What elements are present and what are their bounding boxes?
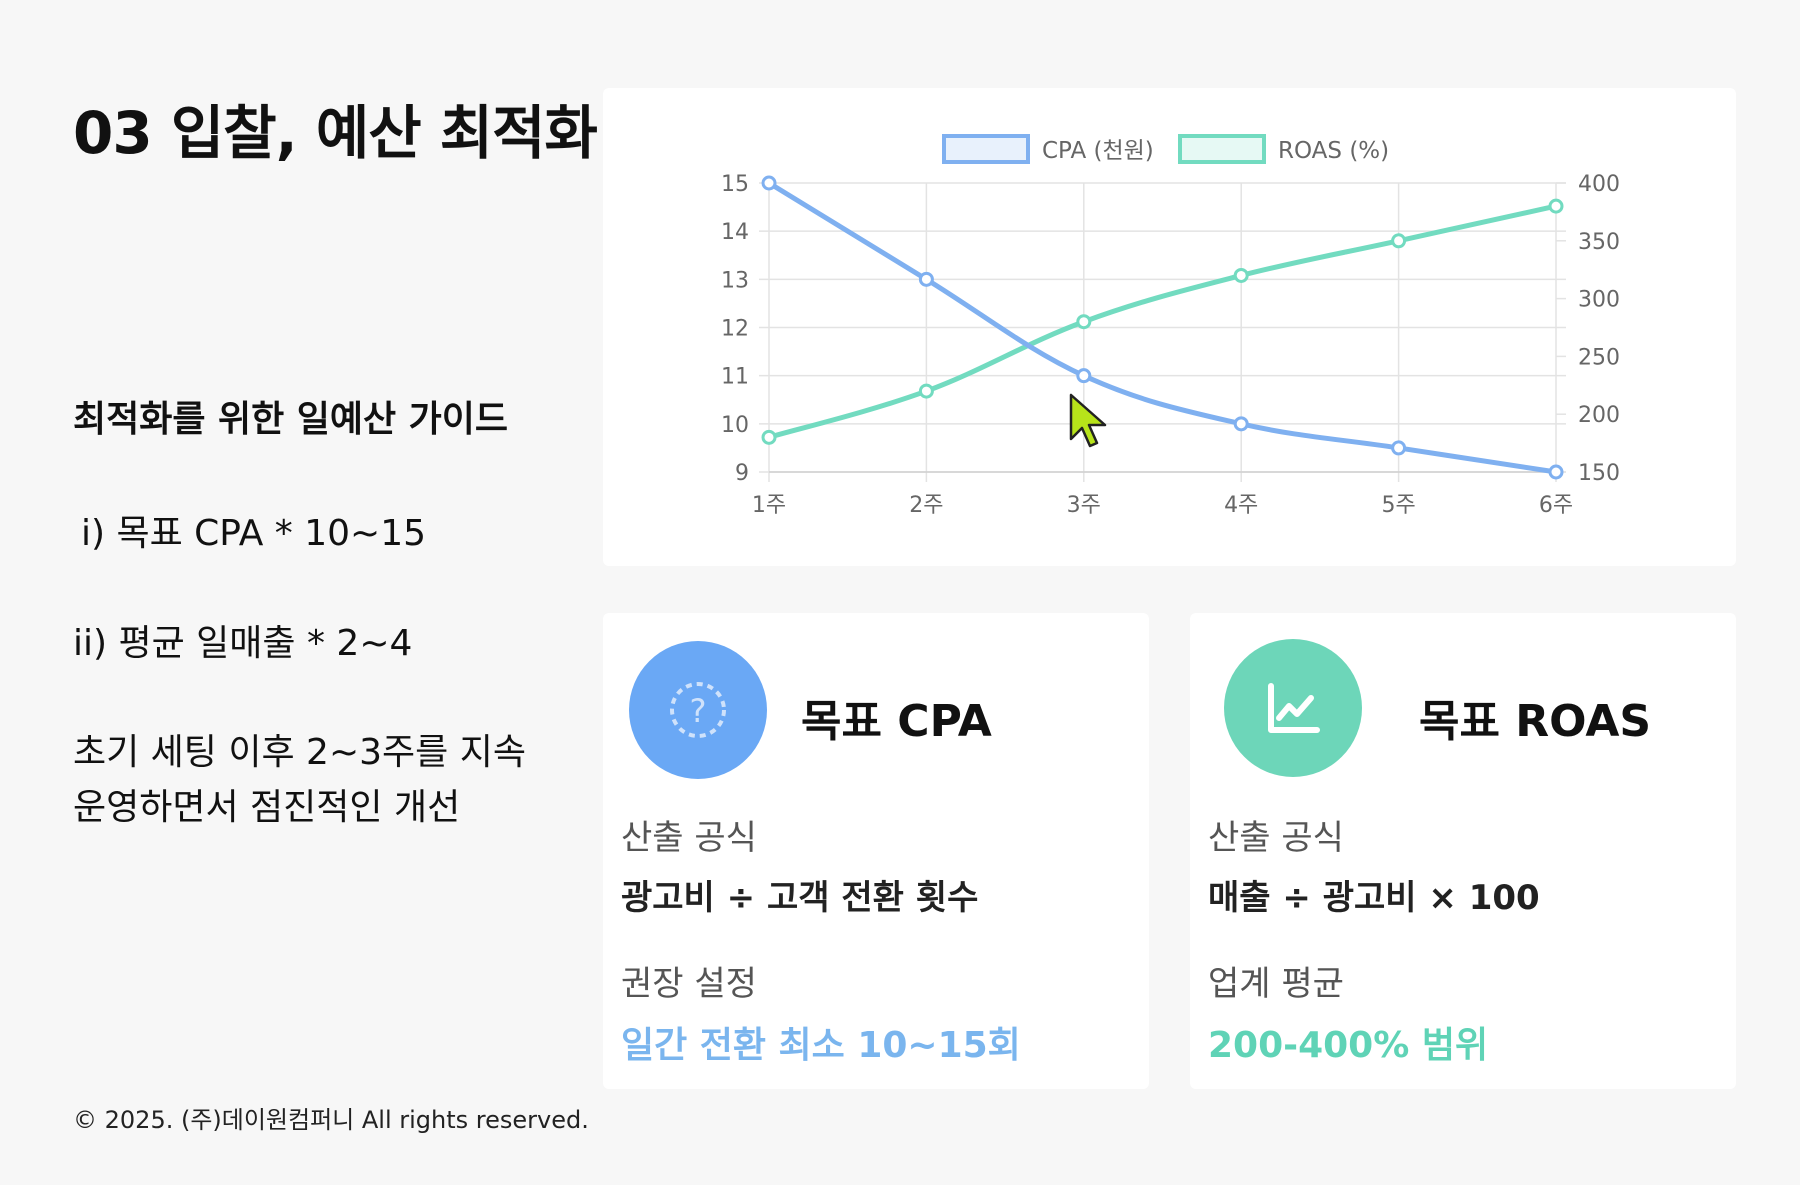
budget-guide: 최적화를 위한 일예산 가이드 i) 목표 CPA * 10~15 ii) 평균…: [73, 390, 573, 828]
y-left-tick-label: 14: [721, 220, 749, 245]
target-cpa-card: ? 목표 CPA 산출 공식 광고비 ÷ 고객 전환 횟수 권장 설정 일간 전…: [603, 613, 1149, 1089]
y-right-tick-label: 400: [1578, 172, 1620, 197]
guide-line-improve: 운영하면서 점진적인 개선: [73, 787, 461, 828]
roas-card-title: 목표 ROAS: [1419, 696, 1652, 747]
cpa-formula: 광고비 ÷ 고객 전환 횟수: [621, 878, 979, 918]
x-tick-label: 5주: [1381, 493, 1415, 518]
data-point: [918, 383, 934, 399]
data-point: [1548, 198, 1564, 214]
cpa-setting-label: 권장 설정: [621, 964, 757, 1004]
question-circle-icon: ?: [670, 682, 726, 738]
y-left-tick-label: 13: [721, 268, 749, 293]
line-chart-icon: [1268, 683, 1320, 733]
target-roas-card: 목표 ROAS 산출 공식 매출 ÷ 광고비 × 100 업계 평균 200-4…: [1190, 613, 1736, 1089]
cpa-formula-label: 산출 공식: [621, 818, 757, 858]
y-left-tick-label: 12: [721, 317, 749, 342]
y-left-tick-label: 9: [735, 461, 749, 486]
chart-legend: CPA (천원) ROAS (%): [942, 134, 1389, 164]
data-point: [1233, 267, 1249, 283]
data-point: [761, 175, 777, 191]
y-right-tick-label: 250: [1578, 345, 1620, 370]
y-left-tick-label: 11: [721, 365, 749, 390]
data-point: [918, 271, 934, 287]
y-right-tick-label: 150: [1578, 461, 1620, 486]
page-title: 03 입찰, 예산 최적화: [73, 99, 598, 167]
chart-series: [761, 175, 1564, 480]
data-point: [761, 429, 777, 445]
cpa-card-title: 목표 CPA: [801, 696, 992, 747]
data-point: [1391, 440, 1407, 456]
cpa-icon-circle: ?: [629, 641, 767, 779]
x-tick-label: 3주: [1067, 493, 1101, 518]
data-point: [1391, 233, 1407, 249]
series-line: [766, 203, 1559, 440]
y-right-tick-label: 300: [1578, 288, 1620, 313]
guide-heading: 최적화를 위한 일예산 가이드: [73, 399, 509, 440]
roas-formula-label: 산출 공식: [1208, 818, 1344, 858]
chart-grid: [759, 182, 1566, 482]
y-left-tick-label: 10: [721, 413, 749, 438]
legend-swatch: [942, 134, 1030, 164]
roas-icon-circle: [1224, 639, 1362, 777]
guide-line-sales: ii) 평균 일매출 * 2~4: [73, 623, 413, 664]
x-tick-label: 2주: [909, 493, 943, 518]
legend-label: ROAS (%): [1278, 138, 1389, 164]
y-left-tick-label: 15: [721, 172, 749, 197]
y-right-tick-label: 200: [1578, 403, 1620, 428]
legend-label: CPA (천원): [1042, 138, 1154, 164]
guide-line-period: 초기 세팅 이후 2~3주를 지속: [73, 732, 526, 773]
x-tick-label: 1주: [752, 493, 786, 518]
mouse-cursor-icon: [1069, 393, 1107, 448]
legend-swatch: [1178, 134, 1266, 164]
roas-benchmark-label: 업계 평균: [1208, 964, 1344, 1004]
cpa-setting-value: 일간 전환 최소 10~15회: [621, 1025, 1021, 1066]
x-tick-label: 4주: [1224, 493, 1258, 518]
data-point: [1076, 314, 1092, 330]
x-tick-label: 6주: [1539, 493, 1573, 518]
chart-axes: 9 10 11 12 13 14 15 150 200 250 300 350 400 1주 2주 3주 4주 5…: [721, 172, 1620, 518]
y-right-tick-label: 350: [1578, 230, 1620, 255]
data-point: [1233, 416, 1249, 432]
roas-formula: 매출 ÷ 광고비 × 100: [1208, 878, 1540, 918]
copyright-footer: © 2025. (주)데이원컴퍼니 All rights reserved.: [73, 1106, 589, 1134]
series-line: [766, 180, 1559, 475]
cpa-roas-line-chart: CPA (천원) ROAS (%) 9 10 11 12 13 14 15 150 200 250 3…: [721, 134, 1620, 518]
chart-panel: CPA (천원) ROAS (%) 9 10 11 12 13 14 15 150 200 250 3…: [603, 88, 1736, 566]
guide-line-cpa: i) 목표 CPA * 10~15: [81, 513, 427, 554]
data-point: [1548, 464, 1564, 480]
data-point: [1076, 368, 1092, 384]
roas-benchmark-value: 200-400% 범위: [1208, 1025, 1489, 1066]
svg-text:?: ?: [690, 692, 707, 730]
